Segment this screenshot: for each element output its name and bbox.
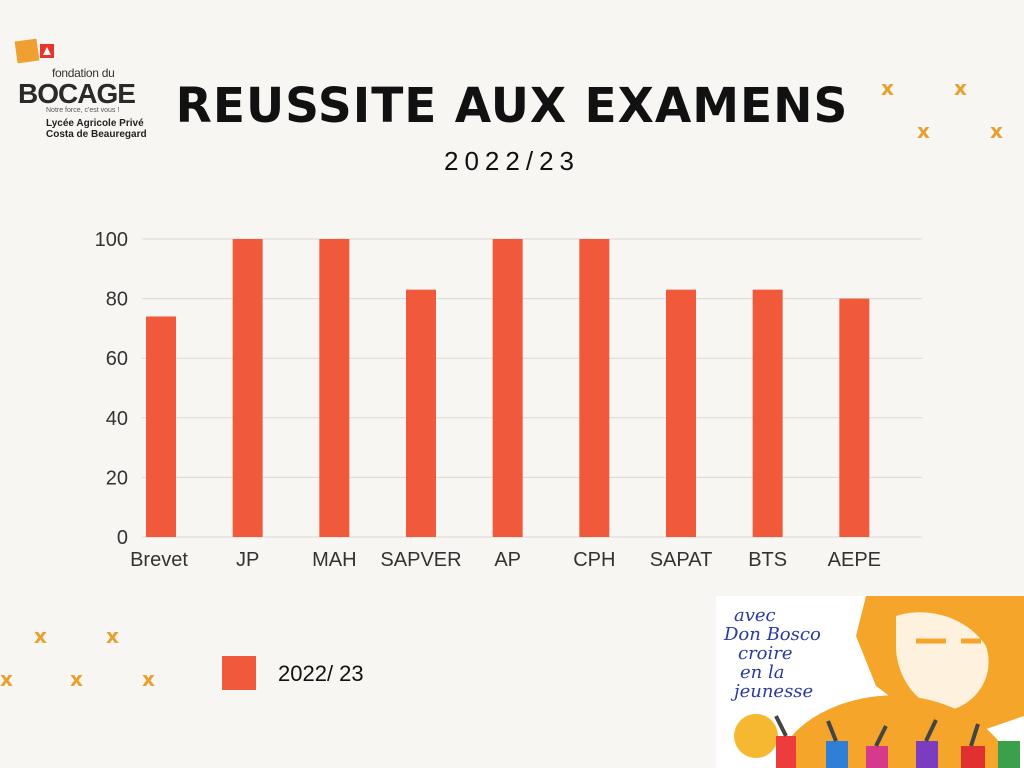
- logo-motto: Notre force, c'est vous !: [46, 107, 120, 114]
- bar-chart: 0 20 40 60 80 100 Brevet JP MAH SAPVER AP CPH SAPAT B…: [95, 229, 922, 571]
- x-tick-label: AP: [494, 549, 521, 571]
- logo-fondation-text: fondation du: [52, 66, 115, 80]
- bar-mah: [319, 239, 350, 537]
- slogan-line: jeunesse: [734, 681, 814, 702]
- logo-school: Lycée Agricole Privé Costa de Beauregard: [46, 118, 147, 140]
- decor-x-mark: x: [881, 76, 894, 100]
- bar-bts: [752, 289, 783, 537]
- don-bosco-poster: avec Don Bosco croire en la jeunesse: [716, 596, 1024, 768]
- page-title: REUSSITE AUX EXAMENS: [175, 78, 849, 134]
- slogan-line: Don Bosco: [724, 624, 821, 645]
- x-tick-label: CPH: [573, 549, 615, 571]
- y-tick-label: 100: [95, 229, 128, 251]
- bar-sapat: [666, 289, 696, 537]
- bar-jp: [232, 239, 263, 537]
- decor-x-mark: x: [34, 624, 47, 648]
- x-tick-label: JP: [236, 549, 259, 571]
- decor-x-mark: x: [106, 624, 119, 648]
- slogan-line: croire: [738, 643, 793, 664]
- bar-sapver: [406, 289, 436, 537]
- bar-aepe: [839, 298, 870, 537]
- decor-x-mark: x: [0, 667, 13, 691]
- school-line-2: Costa de Beauregard: [46, 129, 147, 140]
- logo-mark-icon: [14, 38, 54, 64]
- y-tick-label: 60: [106, 348, 128, 370]
- y-tick-label: 80: [106, 289, 128, 311]
- y-tick-label: 20: [106, 467, 128, 489]
- x-tick-label: BTS: [748, 549, 787, 571]
- legend-label: 2022/ 23: [278, 661, 364, 686]
- y-tick-label: 40: [106, 408, 128, 430]
- x-tick-label: MAH: [312, 549, 356, 571]
- poster-illustration: [716, 596, 1024, 768]
- decor-x-mark: x: [954, 76, 967, 100]
- slogan-line: en la: [740, 662, 785, 683]
- slogan-line: avec: [734, 605, 776, 626]
- poster-slogan: avec Don Bosco croire en la jeunesse: [724, 606, 821, 701]
- bar-brevet: [146, 316, 176, 537]
- bocage-logo: fondation du BOCAGE Notre force, c'est v…: [12, 36, 172, 146]
- x-tick-label: Brevet: [130, 549, 188, 571]
- x-tick-label: SAPVER: [380, 549, 461, 571]
- x-tick-label: AEPE: [828, 549, 881, 571]
- page-subtitle: 2022/23: [444, 146, 580, 176]
- decor-x-mark: x: [70, 667, 83, 691]
- bar-ap: [492, 239, 523, 537]
- legend-swatch: [222, 656, 256, 690]
- bar-cph: [579, 239, 610, 537]
- logo-name: BOCAGE: [18, 78, 136, 109]
- y-tick-label: 0: [117, 527, 128, 549]
- x-tick-label: SAPAT: [650, 549, 713, 571]
- decor-x-mark: x: [917, 119, 930, 143]
- decor-x-mark: x: [990, 119, 1003, 143]
- decor-x-mark: x: [142, 667, 155, 691]
- school-line-1: Lycée Agricole Privé: [46, 118, 144, 129]
